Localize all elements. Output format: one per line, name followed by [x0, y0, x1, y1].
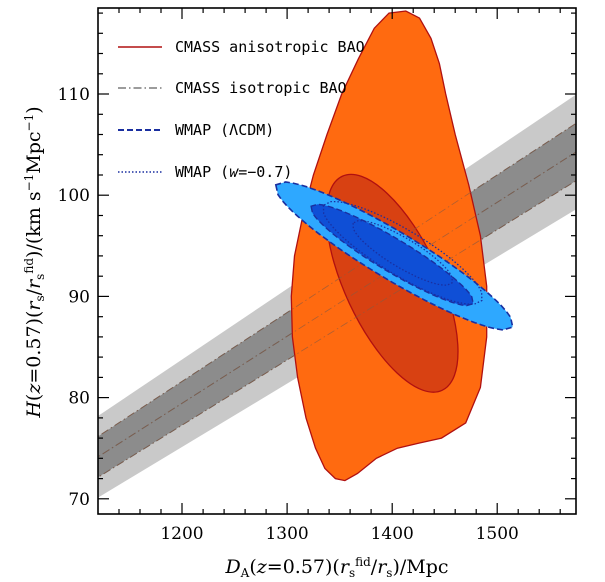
legend-label-wmap-w: WMAP (w=−0.7)	[175, 163, 292, 181]
axis-tick-labels: 1200 1300 1400 1500 70 80 90 100 110	[58, 85, 519, 544]
wmap-w-contour-inner	[352, 220, 453, 286]
x-tick-label: 1200	[160, 524, 203, 544]
y-axis-label: H(z=0.57)(rs/rsfid)/(km s−1Mpc−1)	[22, 106, 47, 418]
legend-label-isotropic: CMASS isotropic BAO	[175, 79, 347, 97]
x-tick-label: 1300	[265, 524, 308, 544]
legend-label-anisotropic: CMASS anisotropic BAO	[175, 38, 365, 56]
legend: CMASS anisotropic BAO CMASS isotropic BA…	[118, 38, 365, 181]
isotropic-dashdot-overlay-2	[98, 122, 576, 437]
y-tick-label: 100	[58, 186, 90, 206]
plot-frame	[97, 7, 577, 515]
wmap-w-contour-outer	[322, 200, 483, 305]
x-axis-label: DA(z=0.57)(rsfid/rs)/Mpc	[224, 555, 448, 580]
x-tick-label: 1500	[476, 524, 519, 544]
axis-ticks	[98, 8, 576, 514]
x-tick-label: 1400	[371, 524, 414, 544]
plot-area	[98, 10, 576, 498]
isotropic-dashdot-overlay-0	[98, 151, 576, 458]
y-tick-label: 80	[68, 389, 90, 409]
wmap-lcdm-contour-inner	[310, 203, 475, 307]
legend-label-wmap-lcdm: WMAP (ΛCDM)	[175, 121, 274, 139]
y-tick-label: 90	[68, 287, 90, 307]
y-tick-label: 110	[58, 85, 90, 105]
y-tick-label: 70	[68, 490, 90, 510]
